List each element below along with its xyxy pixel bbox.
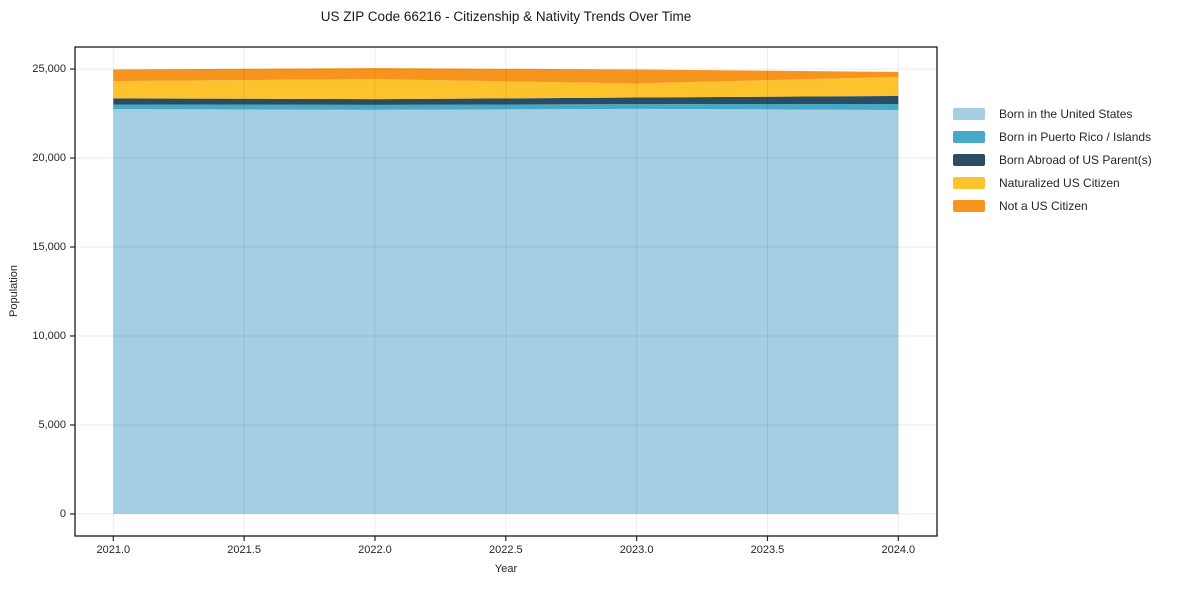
chart-title: US ZIP Code 66216 - Citizenship & Nativi… [320, 9, 692, 24]
area-series-4 [113, 68, 899, 84]
y-tick-label: 0 [59, 507, 66, 520]
area-series-2 [113, 95, 899, 105]
y-tick-label: 10,000 [32, 329, 66, 342]
legend-label: Born in Puerto Rico / Islands [999, 129, 1152, 144]
area-series-0 [113, 108, 899, 514]
y-tick-label: 15,000 [32, 241, 66, 253]
legend-item: Born in Puerto Rico / Islands [953, 125, 1152, 148]
y-tick-label: 5,000 [38, 418, 66, 431]
plot-border [74, 46, 938, 537]
legend-item: Naturalized US Citizen [953, 172, 1152, 195]
x-tick-label: 2021.0 [96, 544, 131, 556]
legend-item: Born Abroad of US Parent(s) [953, 148, 1152, 171]
legend-swatch [953, 200, 985, 213]
legend-label: Born in the United States [999, 106, 1133, 121]
y-axis-label: Population [8, 265, 20, 317]
y-tick-label: 20,000 [32, 152, 66, 165]
legend-swatch [953, 130, 985, 143]
x-tick-label: 2022.5 [488, 544, 523, 556]
legend-swatch [953, 153, 985, 166]
legend-label: Not a US Citizen [999, 199, 1088, 214]
legend: Born in the United States Born in Puerto… [953, 102, 1152, 218]
legend-label: Born Abroad of US Parent(s) [999, 152, 1152, 167]
x-tick-label: 2023.5 [750, 544, 785, 556]
legend-item: Not a US Citizen [953, 195, 1152, 218]
x-tick-label: 2022.0 [358, 544, 392, 556]
x-tick-label: 2023.0 [619, 544, 654, 556]
legend-label: Naturalized US Citizen [999, 176, 1120, 191]
legend-swatch [953, 177, 985, 190]
x-tick-label: 2024.0 [881, 544, 916, 556]
y-tick-label: 25,000 [32, 63, 66, 76]
legend-swatch [953, 107, 985, 120]
area-series-3 [113, 76, 899, 100]
area-series-1 [113, 103, 899, 110]
x-tick-label: 2021.5 [227, 544, 261, 556]
legend-item: Born in the United States [953, 102, 1152, 125]
x-axis-label: Year [494, 563, 518, 575]
